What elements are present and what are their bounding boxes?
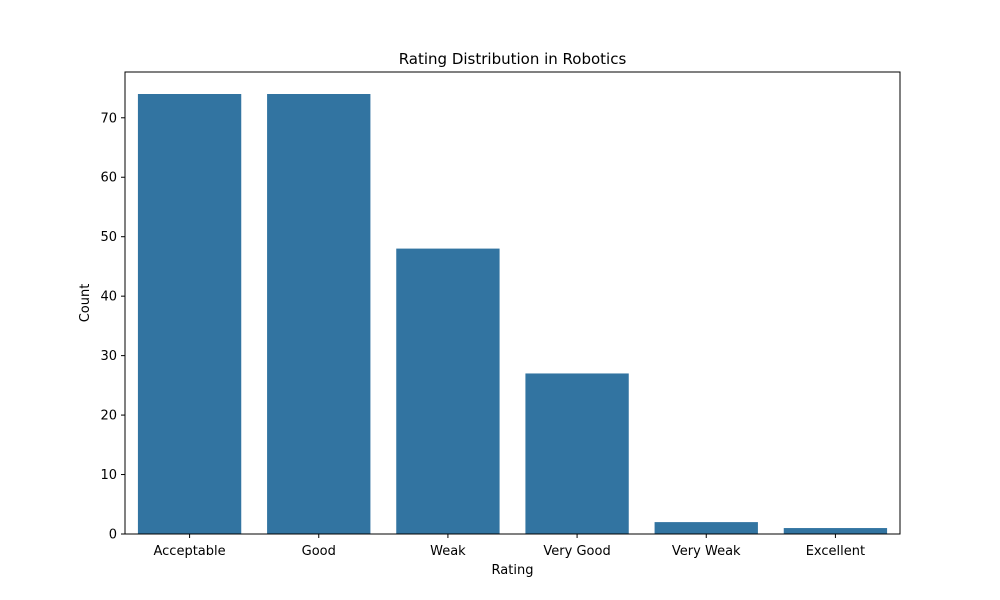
x-tick-label: Very Weak [672, 544, 741, 559]
chart-title: Rating Distribution in Robotics [399, 50, 627, 68]
y-tick-label: 50 [100, 230, 117, 245]
x-tick-label: Very Good [543, 544, 610, 559]
bar [396, 248, 500, 534]
bar [654, 522, 758, 534]
bars-layer [137, 94, 888, 534]
y-tick-label: 10 [100, 468, 117, 483]
y-tick-label: 60 [100, 171, 117, 186]
y-tick-label: 70 [100, 111, 117, 126]
x-tick-label: Good [302, 544, 336, 559]
bar [525, 373, 629, 534]
y-tick-label: 20 [100, 409, 117, 424]
x-tick-label: Weak [430, 544, 466, 559]
bar [137, 94, 242, 534]
x-tick-label: Acceptable [154, 544, 226, 559]
x-axis: Acceptable Good Weak Very Good Very Weak Exce… [154, 534, 865, 559]
y-tick-label: 30 [100, 349, 117, 364]
bar [267, 94, 371, 534]
plot-area-frame [124, 71, 901, 535]
y-tick-label: 0 [109, 528, 117, 543]
y-tick-label: 40 [100, 290, 117, 305]
y-axis-title: Count [78, 284, 93, 323]
x-axis-title: Rating [492, 563, 534, 578]
bar [783, 528, 888, 534]
x-tick-label: Excellent [806, 544, 865, 559]
y-axis: 0 10 20 30 40 50 60 70 [100, 111, 125, 543]
